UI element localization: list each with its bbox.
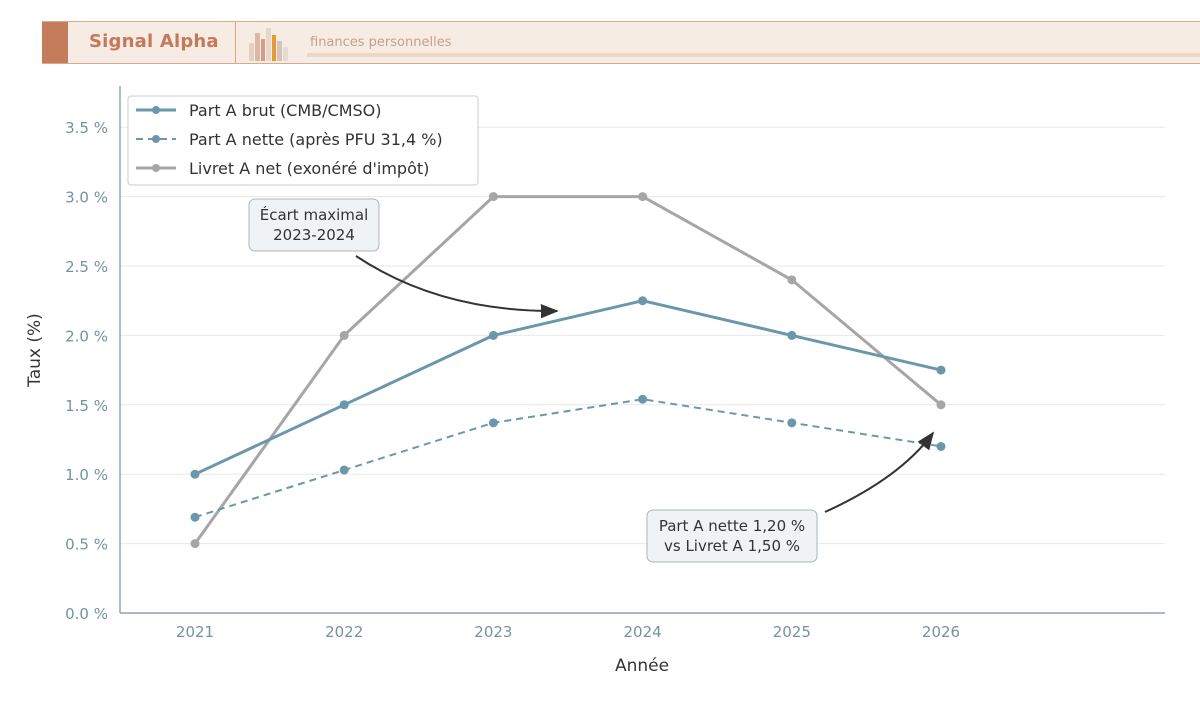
annotation-max-gap: Écart maximal 2023-2024 — [248, 198, 559, 319]
annotation-2026-comparison: Part A nette 1,20 % vs Livret A 1,50 % — [646, 431, 935, 563]
y-tick-label: 3.5 % — [65, 119, 108, 137]
annotation-arrow-max-gap — [355, 255, 559, 319]
gridlines — [120, 126, 1165, 545]
data-point — [638, 192, 648, 202]
series-line-2 — [193, 195, 942, 545]
x-tick-label: 2022 — [325, 623, 363, 641]
y-tick-labels: 0.0 % 0.5 % 1.0 % 1.5 % 2.0 % 2.5 % 3.0 % 3.5 % — [65, 119, 108, 623]
x-tick-label: 2024 — [624, 623, 662, 641]
data-point — [488, 418, 498, 428]
legend: Part A brut (CMB/CMSO) Part A nette (apr… — [127, 95, 479, 186]
x-tick-label: 2021 — [176, 623, 214, 641]
axes — [119, 86, 1165, 614]
data-point — [339, 465, 349, 475]
data-point — [339, 400, 349, 410]
data-point — [190, 512, 200, 522]
header-banner: Signal Alpha finances personnelles — [42, 21, 1200, 64]
data-point — [638, 394, 648, 404]
data-point — [638, 296, 648, 306]
annotation-text-max-gap-line1: Écart maximal — [260, 205, 369, 224]
y-tick-label: 0.5 % — [65, 536, 108, 554]
data-point — [339, 330, 349, 340]
data-point — [787, 330, 797, 340]
series-line-1 — [194, 398, 942, 519]
bar-chart-logo-icon — [249, 28, 288, 61]
legend-marker-livret-a — [152, 164, 160, 172]
header-rule — [307, 53, 1200, 57]
y-tick-label: 1.5 % — [65, 397, 108, 415]
annotation-arrow-2026 — [824, 431, 935, 513]
annotation-box-2026 — [646, 509, 818, 563]
legend-box — [127, 95, 479, 186]
x-tick-label: 2025 — [773, 623, 811, 641]
data-point — [488, 330, 498, 340]
legend-label-part-a-nette: Part A nette (après PFU 31,4 %) — [189, 130, 443, 149]
legend-label-part-a-brut: Part A brut (CMB/CMSO) — [189, 101, 382, 120]
brand-name: Signal Alpha — [89, 31, 219, 52]
header-divider — [235, 22, 236, 63]
data-point — [936, 400, 946, 410]
legend-label-livret-a: Livret A net (exonéré d'impôt) — [189, 159, 429, 178]
annotation-box-max-gap — [248, 198, 380, 252]
y-tick-label: 2.0 % — [65, 327, 108, 345]
data-point — [787, 275, 797, 285]
data-point — [190, 469, 200, 479]
data-point — [787, 418, 797, 428]
y-tick-label: 2.5 % — [65, 258, 108, 276]
x-tick-labels: 2021 2022 2023 2024 2025 2026 — [176, 623, 960, 641]
x-tick-label: 2026 — [922, 623, 960, 641]
x-axis-label: Année — [615, 656, 669, 676]
annotation-text-max-gap-line2: 2023-2024 — [273, 226, 355, 244]
y-tick-label: 1.0 % — [65, 466, 108, 484]
header-tagline: finances personnelles — [310, 35, 452, 50]
legend-marker-part-a-brut — [152, 106, 160, 114]
annotation-text-2026-line2: vs Livret A 1,50 % — [664, 537, 800, 555]
y-axis-label: Taux (%) — [25, 313, 45, 388]
y-tick-label: 3.0 % — [65, 189, 108, 207]
data-point — [936, 365, 946, 375]
series-group — [190, 192, 946, 549]
annotation-text-2026-line1: Part A nette 1,20 % — [659, 517, 805, 535]
series-line-0 — [194, 299, 942, 476]
data-point — [190, 539, 200, 549]
y-tick-label: 0.0 % — [65, 605, 108, 623]
data-point — [936, 441, 946, 451]
legend-marker-part-a-nette — [152, 135, 160, 143]
x-tick-label: 2023 — [474, 623, 512, 641]
data-point — [488, 192, 498, 202]
brand-color-block — [42, 22, 68, 63]
